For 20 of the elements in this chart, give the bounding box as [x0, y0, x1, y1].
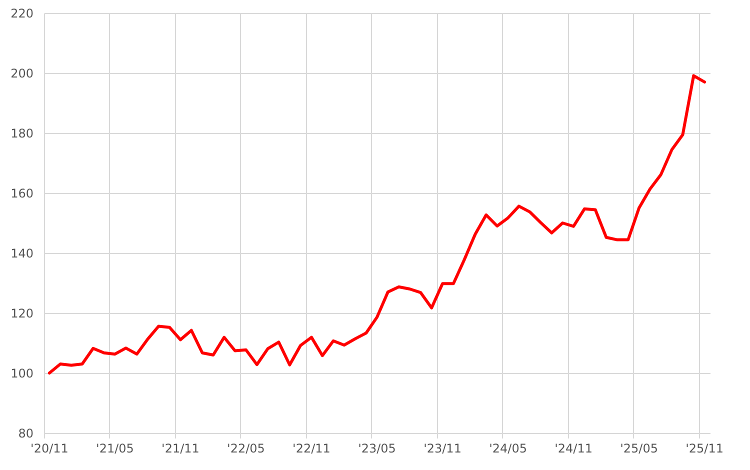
x-tick-label: '25/11: [686, 442, 724, 456]
y-tick-label: 180: [10, 126, 34, 140]
y-tick-label: 220: [10, 6, 34, 20]
y-tick-label: 120: [10, 306, 34, 320]
x-tick-label: '21/11: [162, 442, 200, 456]
y-tick-label: 160: [10, 186, 34, 200]
x-tick-label: '20/11: [30, 442, 68, 456]
x-tick-label: '22/05: [227, 442, 265, 456]
x-tick-label: '24/11: [554, 442, 592, 456]
y-tick-label: 100: [10, 366, 34, 380]
x-tick-label: '25/05: [620, 442, 658, 456]
line-series: [48, 74, 706, 374]
y-tick-label: 80: [18, 426, 34, 440]
y-tick-label: 200: [10, 66, 34, 80]
y-tick-label: 140: [10, 246, 34, 260]
x-tick-label: '22/11: [292, 442, 330, 456]
x-tick-label: '24/05: [489, 442, 527, 456]
x-tick-label: '23/11: [424, 442, 462, 456]
x-tick-label: '23/05: [358, 442, 396, 456]
x-tick-label: '21/05: [96, 442, 134, 456]
